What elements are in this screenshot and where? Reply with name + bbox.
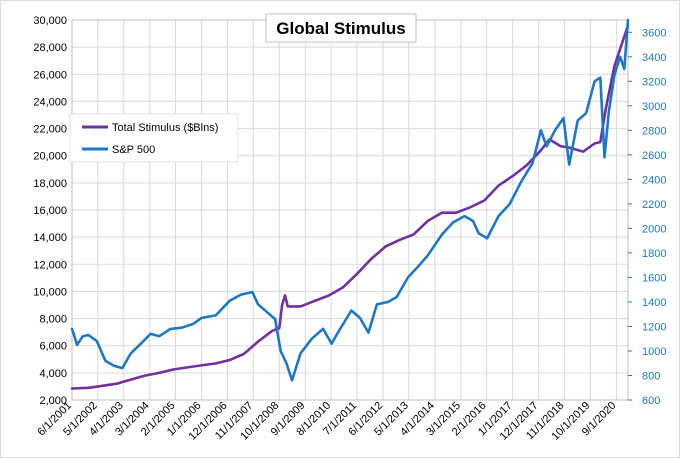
y-right-tick-label: 1400 bbox=[642, 297, 666, 309]
y-left-tick-label: 4,000 bbox=[39, 368, 67, 380]
y-left-tick-label: 16,000 bbox=[33, 205, 67, 217]
y-left-tick-label: 6,000 bbox=[39, 341, 67, 353]
y-left-tick-label: 10,000 bbox=[33, 286, 67, 298]
y-left-tick-label: 24,000 bbox=[33, 96, 67, 108]
chart-title-box: Global Stimulus bbox=[265, 13, 417, 43]
series-line-sp500 bbox=[70, 18, 630, 382]
legend-label-sp500: S&P 500 bbox=[112, 144, 155, 156]
y-axis-left: 2,000 4,000 6,000 8,000 10,000 12,000 14,000 16… bbox=[33, 15, 67, 407]
y-right-tick-label: 1600 bbox=[642, 272, 666, 284]
y-axis-right: 600 800 1000 1200 1400 1600 1800 2000 2200 2400 26… bbox=[628, 27, 666, 407]
y-left-tick-label: 28,000 bbox=[33, 42, 67, 54]
series-lines bbox=[70, 18, 630, 390]
y-right-tick-label: 600 bbox=[642, 395, 660, 407]
y-right-tick-label: 1000 bbox=[642, 346, 666, 358]
y-right-tick-label: 2400 bbox=[642, 174, 666, 186]
y-right-tick-label: 2600 bbox=[642, 150, 666, 162]
y-right-tick-label: 1800 bbox=[642, 248, 666, 260]
y-left-tick-label: 12,000 bbox=[33, 259, 67, 271]
y-right-tick-label: 1200 bbox=[642, 321, 666, 333]
y-right-tick-label: 3200 bbox=[642, 76, 666, 88]
y-left-tick-label: 14,000 bbox=[33, 232, 67, 244]
y-left-tick-label: 8,000 bbox=[39, 314, 67, 326]
legend-frame bbox=[69, 113, 239, 163]
y-right-tick-label: 2200 bbox=[642, 199, 666, 211]
y-left-tick-label: 30,000 bbox=[33, 15, 67, 27]
y-right-tick-label: 3000 bbox=[642, 101, 666, 113]
legend: Total Stimulus ($Blns) S&P 500 bbox=[69, 113, 239, 163]
y-right-tick-label: 3600 bbox=[642, 27, 666, 39]
series-line-stimulus bbox=[70, 24, 630, 390]
y-right-tick-label: 800 bbox=[642, 370, 660, 382]
y-left-tick-label: 18,000 bbox=[33, 178, 67, 190]
y-right-tick-label: 3400 bbox=[642, 52, 666, 64]
y-right-tick-label: 2800 bbox=[642, 125, 666, 137]
chart-title: Global Stimulus bbox=[276, 19, 405, 38]
title-frame bbox=[265, 13, 417, 43]
y-left-tick-label: 2,000 bbox=[39, 395, 67, 407]
y-left-tick-label: 22,000 bbox=[33, 124, 67, 136]
y-right-tick-label: 2000 bbox=[642, 223, 666, 235]
legend-label-stimulus: Total Stimulus ($Blns) bbox=[112, 122, 218, 134]
y-left-tick-label: 20,000 bbox=[33, 151, 67, 163]
y-left-tick-label: 26,000 bbox=[33, 69, 67, 81]
